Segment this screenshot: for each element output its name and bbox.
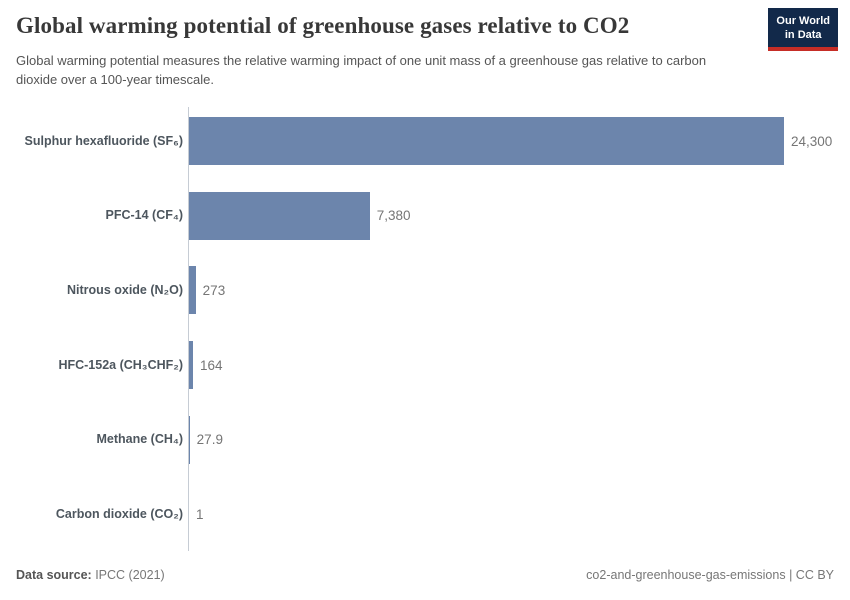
category-label: Carbon dioxide (CO₂) <box>55 506 183 521</box>
y-axis-line <box>188 107 189 551</box>
footer-right: co2-and-greenhouse-gas-emissions | CC BY <box>586 568 834 582</box>
bar <box>189 341 194 390</box>
page-title: Global warming potential of greenhouse g… <box>16 13 630 38</box>
category-label: PFC-14 (CF₄) <box>105 208 183 223</box>
value-label: 164 <box>200 357 223 373</box>
chart-slug: co2-and-greenhouse-gas-emissions <box>586 568 786 582</box>
category-label: Sulphur hexafluoride (SF₆) <box>24 133 183 148</box>
chart-row: Methane (CH₄) 27.9 <box>0 402 850 477</box>
chart-row: PFC-14 (CF₄) 7,380 <box>0 179 850 254</box>
value-label: 24,300 <box>791 133 833 149</box>
category-label: HFC-152a (CH₃CHF₂) <box>58 357 183 372</box>
chart-row: HFC-152a (CH₃CHF₂) 164 <box>0 328 850 403</box>
chart-subtitle: Global warming potential measures the re… <box>16 53 707 87</box>
owid-logo-line1: Our World <box>776 15 830 27</box>
license-link[interactable]: CC BY <box>795 568 834 582</box>
bar <box>189 415 190 464</box>
owid-logo[interactable]: Our World in Data <box>768 8 838 51</box>
category-label: Nitrous oxide (N₂O) <box>67 282 183 297</box>
data-source-label: Data source: <box>16 568 92 582</box>
value-label: 273 <box>202 282 226 298</box>
value-label: 1 <box>196 506 204 522</box>
bar <box>189 266 196 315</box>
chart-row: Carbon dioxide (CO₂) 1 <box>0 477 850 552</box>
bar <box>189 117 784 166</box>
chart-rows: Sulphur hexafluoride (SF₆) 24,300 PFC-14 (… <box>0 104 850 552</box>
footer-separator: | <box>785 568 796 582</box>
chart-row: Nitrous oxide (N₂O) 273 <box>0 253 850 328</box>
chart-footer: Data source: IPCC (2021) co2-and-greenho… <box>16 568 834 582</box>
chart-row: Sulphur hexafluoride (SF₆) 24,300 <box>0 104 850 179</box>
bar <box>189 191 370 240</box>
value-label: 7,380 <box>376 208 411 224</box>
category-label: Methane (CH₄) <box>96 432 183 447</box>
data-source: Data source: IPCC (2021) <box>16 568 165 582</box>
owid-logo-line2: in Data <box>784 29 822 42</box>
data-source-value: IPCC (2021) <box>91 568 165 582</box>
value-label: 27.9 <box>196 432 223 448</box>
